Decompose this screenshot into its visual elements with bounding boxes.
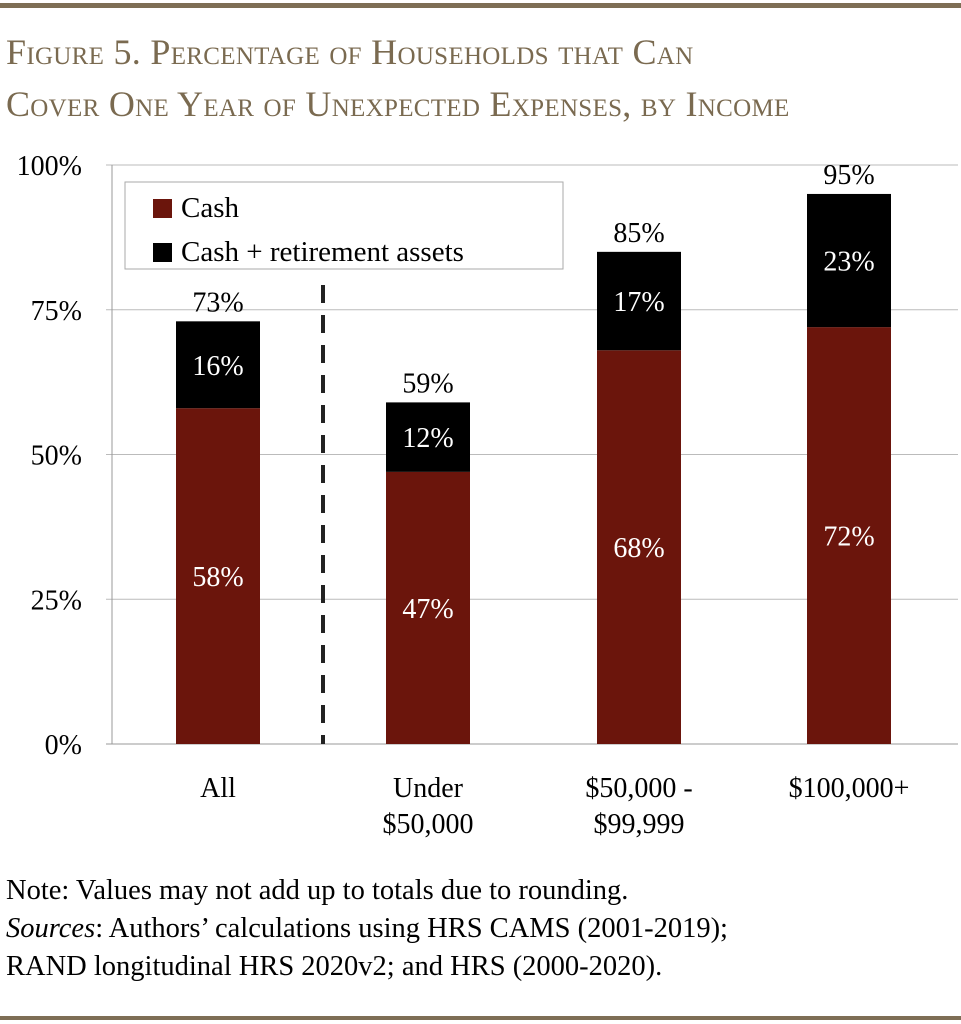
bar-segment-retirement	[386, 402, 470, 472]
y-tick-label: 50%	[31, 441, 82, 472]
title-line-1: Figure 5. Percentage of Households that …	[6, 32, 694, 72]
stacked-bar-chart: 0% 25% 50% 75% 100% 58% 16% 73% All 47% 12% 59% Unde…	[17, 151, 958, 840]
bar-segment-retirement	[807, 193, 891, 328]
legend-label: Cash + retirement assets	[181, 236, 464, 268]
bar-segment-retirement	[176, 321, 260, 409]
title-line-2: Cover One Year of Unexpected Expenses, b…	[6, 84, 790, 124]
data-label: 12%	[402, 423, 453, 454]
x-tick-label: All	[200, 773, 236, 804]
total-label: 73%	[192, 287, 243, 318]
bottom-rule	[0, 1016, 961, 1020]
legend-box	[124, 181, 564, 270]
data-label: 23%	[823, 247, 874, 278]
notes: Note: Values may not add up to totals du…	[6, 872, 728, 986]
data-label: 47%	[402, 594, 453, 625]
total-label: 95%	[823, 160, 874, 191]
y-tick-label: 0%	[45, 730, 82, 761]
total-label: 59%	[402, 368, 453, 399]
x-tick-label: Under	[393, 773, 464, 804]
legend-label: Cash	[181, 192, 240, 224]
y-tick-label: 100%	[17, 151, 82, 182]
sources-line-2: RAND longitudinal HRS 2020v2; and HRS (2…	[6, 951, 663, 982]
y-tick-label: 25%	[31, 585, 82, 616]
data-label: 16%	[192, 351, 243, 382]
legend-swatch-cash	[153, 199, 172, 218]
data-label: 72%	[823, 522, 874, 553]
data-label: 58%	[192, 562, 243, 593]
bar-segment-cash	[807, 327, 891, 744]
sources-text: Sources: Authors’ calculations using HRS…	[6, 910, 728, 948]
top-rule	[0, 3, 961, 8]
x-tick-label: $50,000	[383, 809, 474, 840]
x-tick-label: $99,999	[594, 809, 685, 840]
sources-label: Sources	[6, 913, 96, 944]
sources-line-1: : Authors’ calculations using HRS CAMS (…	[95, 913, 728, 944]
x-tick-label: $100,000+	[789, 773, 910, 804]
data-label: 68%	[613, 533, 664, 564]
y-tick-label: 75%	[31, 296, 82, 327]
data-label: 17%	[613, 287, 664, 318]
bar-segment-cash	[386, 471, 470, 744]
note-text: Note: Values may not add up to totals du…	[6, 875, 629, 906]
legend-swatch-retirement	[153, 243, 172, 262]
x-tick-label: $50,000 -	[585, 773, 692, 804]
bar-segment-cash	[176, 408, 260, 744]
total-label: 85%	[613, 218, 664, 249]
bar-segment-cash	[597, 350, 681, 744]
bar-segment-retirement	[597, 251, 681, 351]
figure-title: Figure 5. Percentage of Households that …	[6, 26, 961, 130]
